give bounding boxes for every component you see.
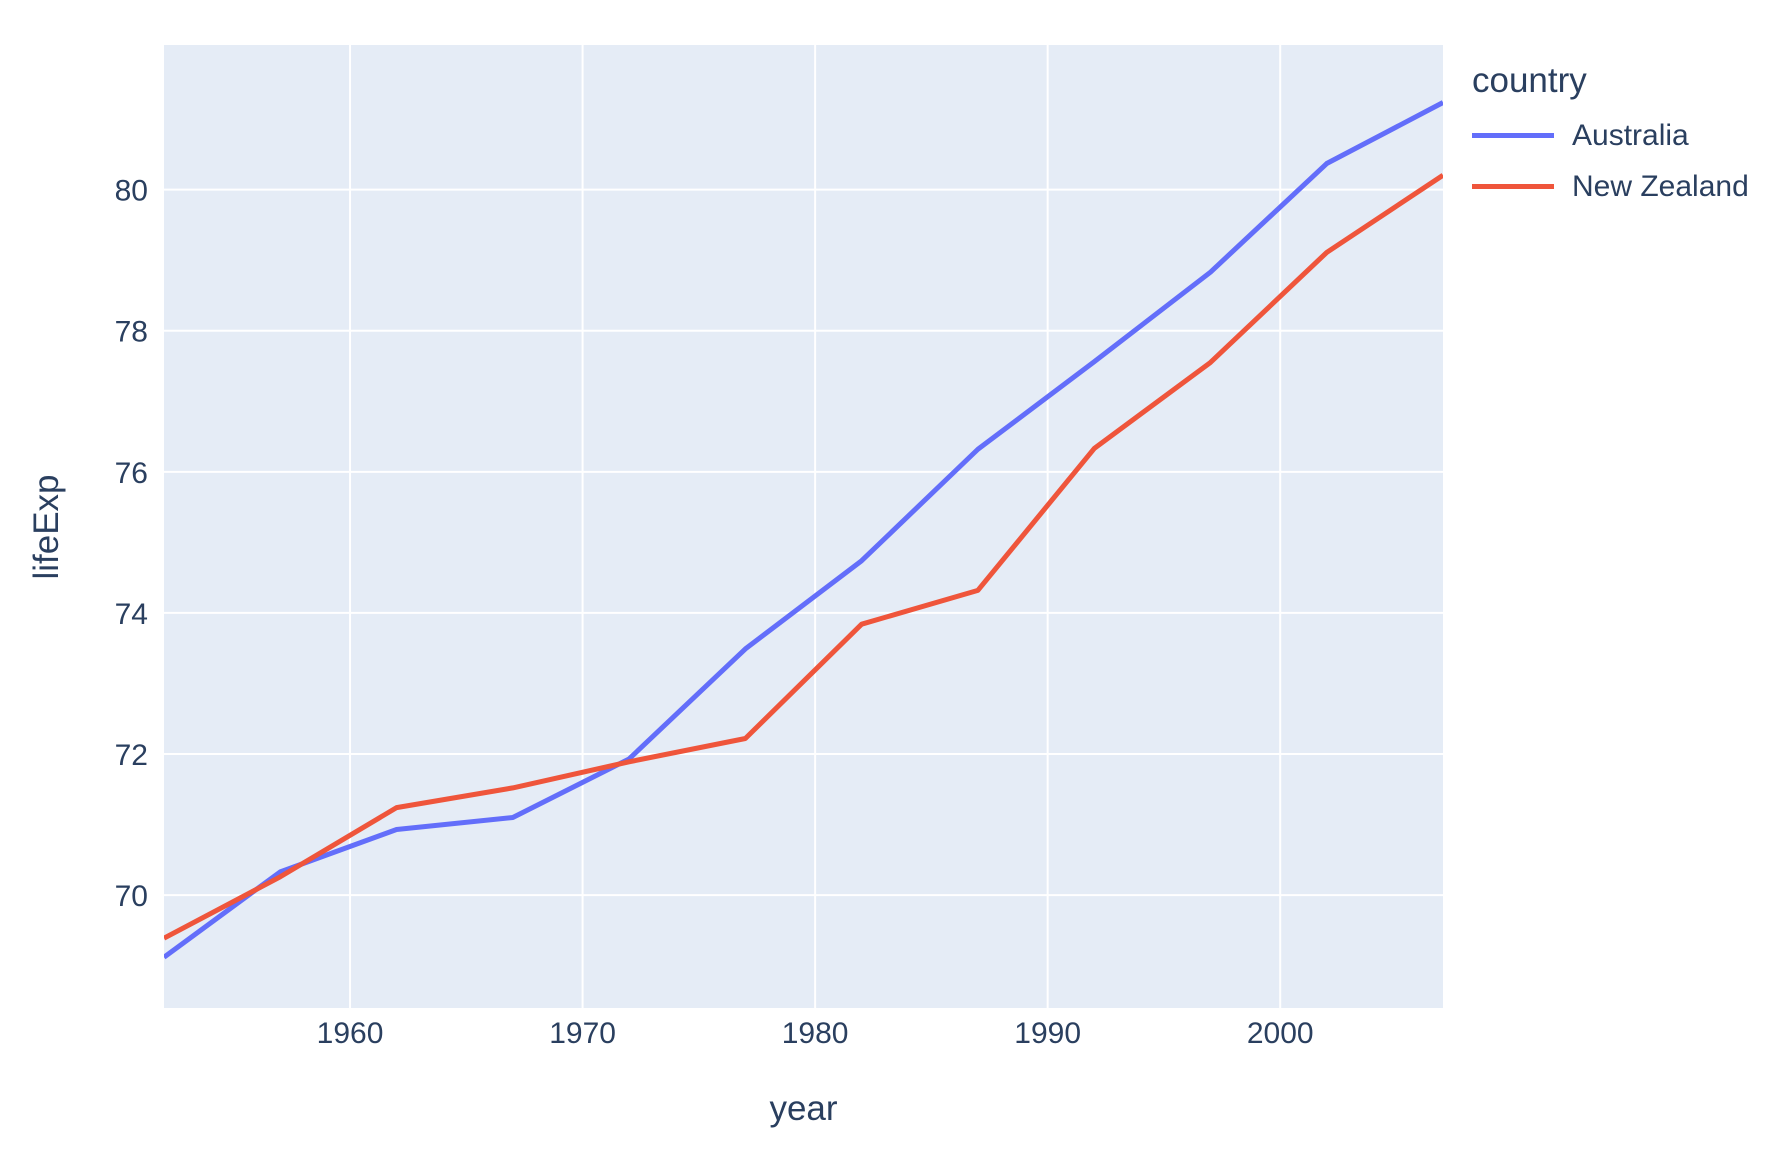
series-group <box>164 100 1443 960</box>
legend-item-australia[interactable]: Australia <box>1472 110 1749 161</box>
x-tick-label: 1970 <box>549 1017 616 1050</box>
x-tick-label: 1960 <box>317 1017 384 1050</box>
legend-label-new-zealand: New Zealand <box>1572 169 1749 203</box>
plot-area[interactable] <box>164 45 1443 1008</box>
series-line-australia[interactable] <box>164 100 1443 960</box>
legend-items: Australia New Zealand <box>1472 110 1749 212</box>
y-axis-title: lifeExp <box>27 474 66 580</box>
legend-label-australia: Australia <box>1572 118 1689 152</box>
series-line-new-zealand[interactable] <box>164 173 1443 941</box>
y-tick-label: 76 <box>115 457 148 490</box>
legend-item-new-zealand[interactable]: New Zealand <box>1472 161 1749 212</box>
y-tick-label: 80 <box>115 175 148 208</box>
legend-swatch-new-zealand <box>1472 184 1554 189</box>
y-tick-label: 72 <box>115 739 148 772</box>
x-tick-label: 1980 <box>782 1017 849 1050</box>
y-tick-label: 70 <box>115 880 148 913</box>
y-tick-label: 74 <box>115 598 148 631</box>
legend-swatch-australia <box>1472 133 1554 138</box>
x-tick-label: 2000 <box>1247 1017 1314 1050</box>
x-tick-label: 1990 <box>1014 1017 1081 1050</box>
legend-title: country <box>1472 61 1587 100</box>
y-tick-label: 78 <box>115 316 148 349</box>
legend: country Australia New Zealand <box>1472 60 1749 212</box>
x-axis-title: year <box>769 1089 838 1128</box>
